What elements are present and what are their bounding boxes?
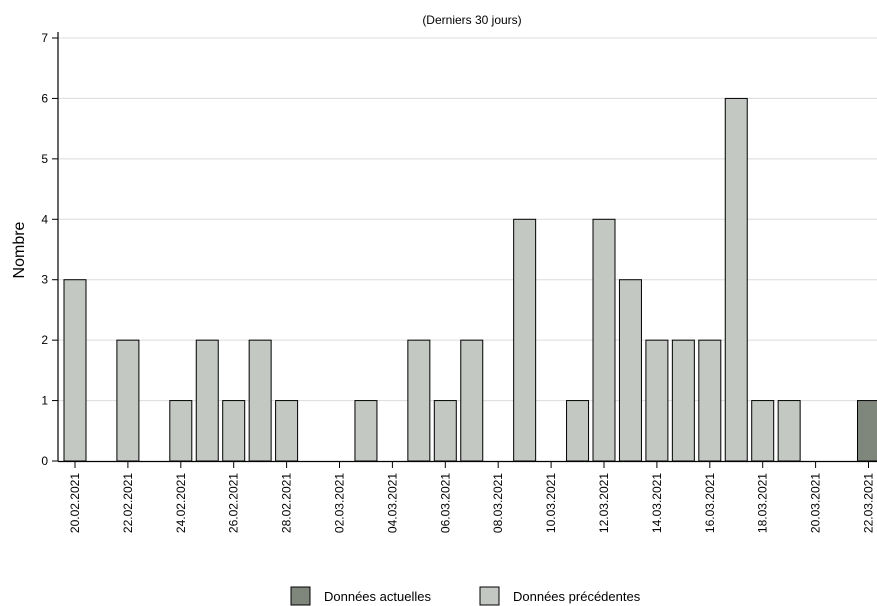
legend-label: Données actuelles <box>324 589 431 604</box>
legend-swatch <box>290 586 311 606</box>
y-tick-label: 1 <box>41 394 48 408</box>
x-tick-label: 16.03.2021 <box>703 473 717 533</box>
bar-09.03.2021 <box>513 218 537 462</box>
x-tick-label: 04.03.2021 <box>385 473 399 533</box>
x-tick-label: 14.03.2021 <box>650 473 664 533</box>
y-axis-ticks: 0 1 2 3 4 5 6 7 <box>41 31 58 468</box>
x-tick-label: 18.03.2021 <box>756 473 770 533</box>
x-tick-label: 02.03.2021 <box>333 473 347 533</box>
bar-28.02.2021 <box>275 400 299 462</box>
bar-27.02.2021 <box>248 339 272 462</box>
bar-05.03.2021 <box>407 339 431 462</box>
y-tick-label: 3 <box>41 273 48 287</box>
x-tick-label: 22.02.2021 <box>121 473 135 533</box>
x-tick-label: 28.02.2021 <box>280 473 294 533</box>
bar-03.03.2021 <box>354 400 378 462</box>
y-tick-label: 0 <box>41 454 48 468</box>
bar-25.02.2021 <box>195 339 219 462</box>
x-tick-label: 26.02.2021 <box>227 473 241 533</box>
y-axis-label: Nombre <box>11 221 28 278</box>
bar-24.02.2021 <box>169 400 193 462</box>
x-tick-label: 20.02.2021 <box>68 473 82 533</box>
bar-07.03.2021 <box>460 339 484 462</box>
y-tick-label: 2 <box>41 333 48 347</box>
x-tick-label: 24.02.2021 <box>174 473 188 533</box>
y-tick-label: 7 <box>41 31 48 45</box>
bar-13.03.2021 <box>618 279 642 462</box>
chart-subtitle: (Derniers 30 jours) <box>422 13 521 27</box>
bar-17.03.2021 <box>724 97 748 462</box>
gridlines <box>58 37 877 402</box>
x-tick-label: 06.03.2021 <box>438 473 452 533</box>
y-tick-label: 5 <box>41 152 48 166</box>
bar-26.02.2021 <box>222 400 246 462</box>
x-tick-label: 08.03.2021 <box>491 473 505 533</box>
bar-20.02.2021 <box>63 279 87 462</box>
bar-19.03.2021 <box>777 400 801 462</box>
bar-11.03.2021 <box>566 400 590 462</box>
bar-18.03.2021 <box>751 400 775 462</box>
y-tick-label: 4 <box>41 212 48 226</box>
bar-16.03.2021 <box>698 339 722 462</box>
x-tick-label: 10.03.2021 <box>544 473 558 533</box>
legend-swatch <box>479 586 500 606</box>
bar-12.03.2021 <box>592 218 616 462</box>
bars-group <box>63 97 877 462</box>
y-tick-label: 6 <box>41 91 48 105</box>
bar-15.03.2021 <box>671 339 695 462</box>
bar-22.03.2021 <box>857 400 877 462</box>
x-axis-ticks: 20.02.2021 22.02.2021 24.02.2021 26.02.2021… <box>68 461 876 533</box>
legend-label: Données précédentes <box>513 589 641 604</box>
bar-06.03.2021 <box>433 400 457 462</box>
bar-22.02.2021 <box>116 339 140 462</box>
bar-14.03.2021 <box>645 339 669 462</box>
legend: Données actuelles Données précédentes <box>290 586 641 606</box>
x-tick-label: 20.03.2021 <box>809 473 823 533</box>
x-tick-label: 22.03.2021 <box>862 473 876 533</box>
axes-group <box>57 32 877 463</box>
x-tick-label: 12.03.2021 <box>597 473 611 533</box>
